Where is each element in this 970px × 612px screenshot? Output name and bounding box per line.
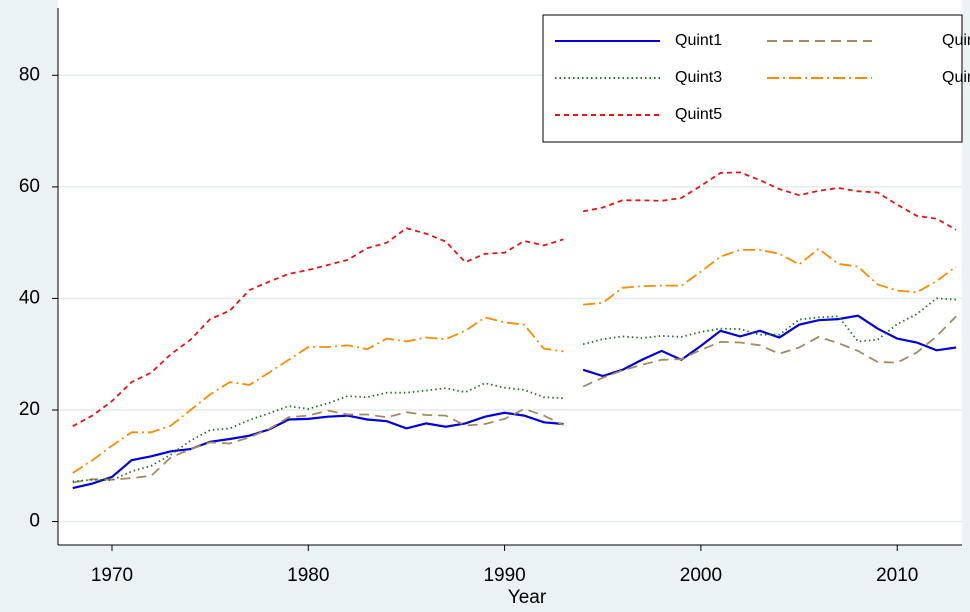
series-line bbox=[72, 297, 957, 483]
x-tick-label: 1970 bbox=[91, 565, 133, 586]
series-line bbox=[72, 247, 957, 474]
x-tick-label: 2000 bbox=[680, 565, 722, 586]
legend-label: Quint3 bbox=[675, 69, 722, 86]
series-line bbox=[72, 171, 957, 427]
y-tick-label: 0 bbox=[29, 511, 40, 532]
y-tick-label: 80 bbox=[19, 64, 40, 85]
legend-label: Quint1 bbox=[675, 32, 722, 49]
legend-label: Quint2 bbox=[942, 32, 970, 49]
series-line bbox=[72, 315, 957, 484]
legend-box bbox=[542, 14, 963, 143]
legend-label: Quint4 bbox=[942, 69, 970, 86]
y-tick-label: 60 bbox=[19, 176, 40, 197]
y-tick-label: 40 bbox=[19, 287, 40, 308]
x-tick-label: 2010 bbox=[876, 565, 918, 586]
x-axis-label: Year bbox=[508, 587, 547, 608]
legend-label: Quint5 bbox=[675, 106, 722, 123]
x-tick-label: 1990 bbox=[483, 565, 525, 586]
x-tick-label: 1980 bbox=[287, 565, 329, 586]
y-tick-label: 20 bbox=[19, 399, 40, 420]
